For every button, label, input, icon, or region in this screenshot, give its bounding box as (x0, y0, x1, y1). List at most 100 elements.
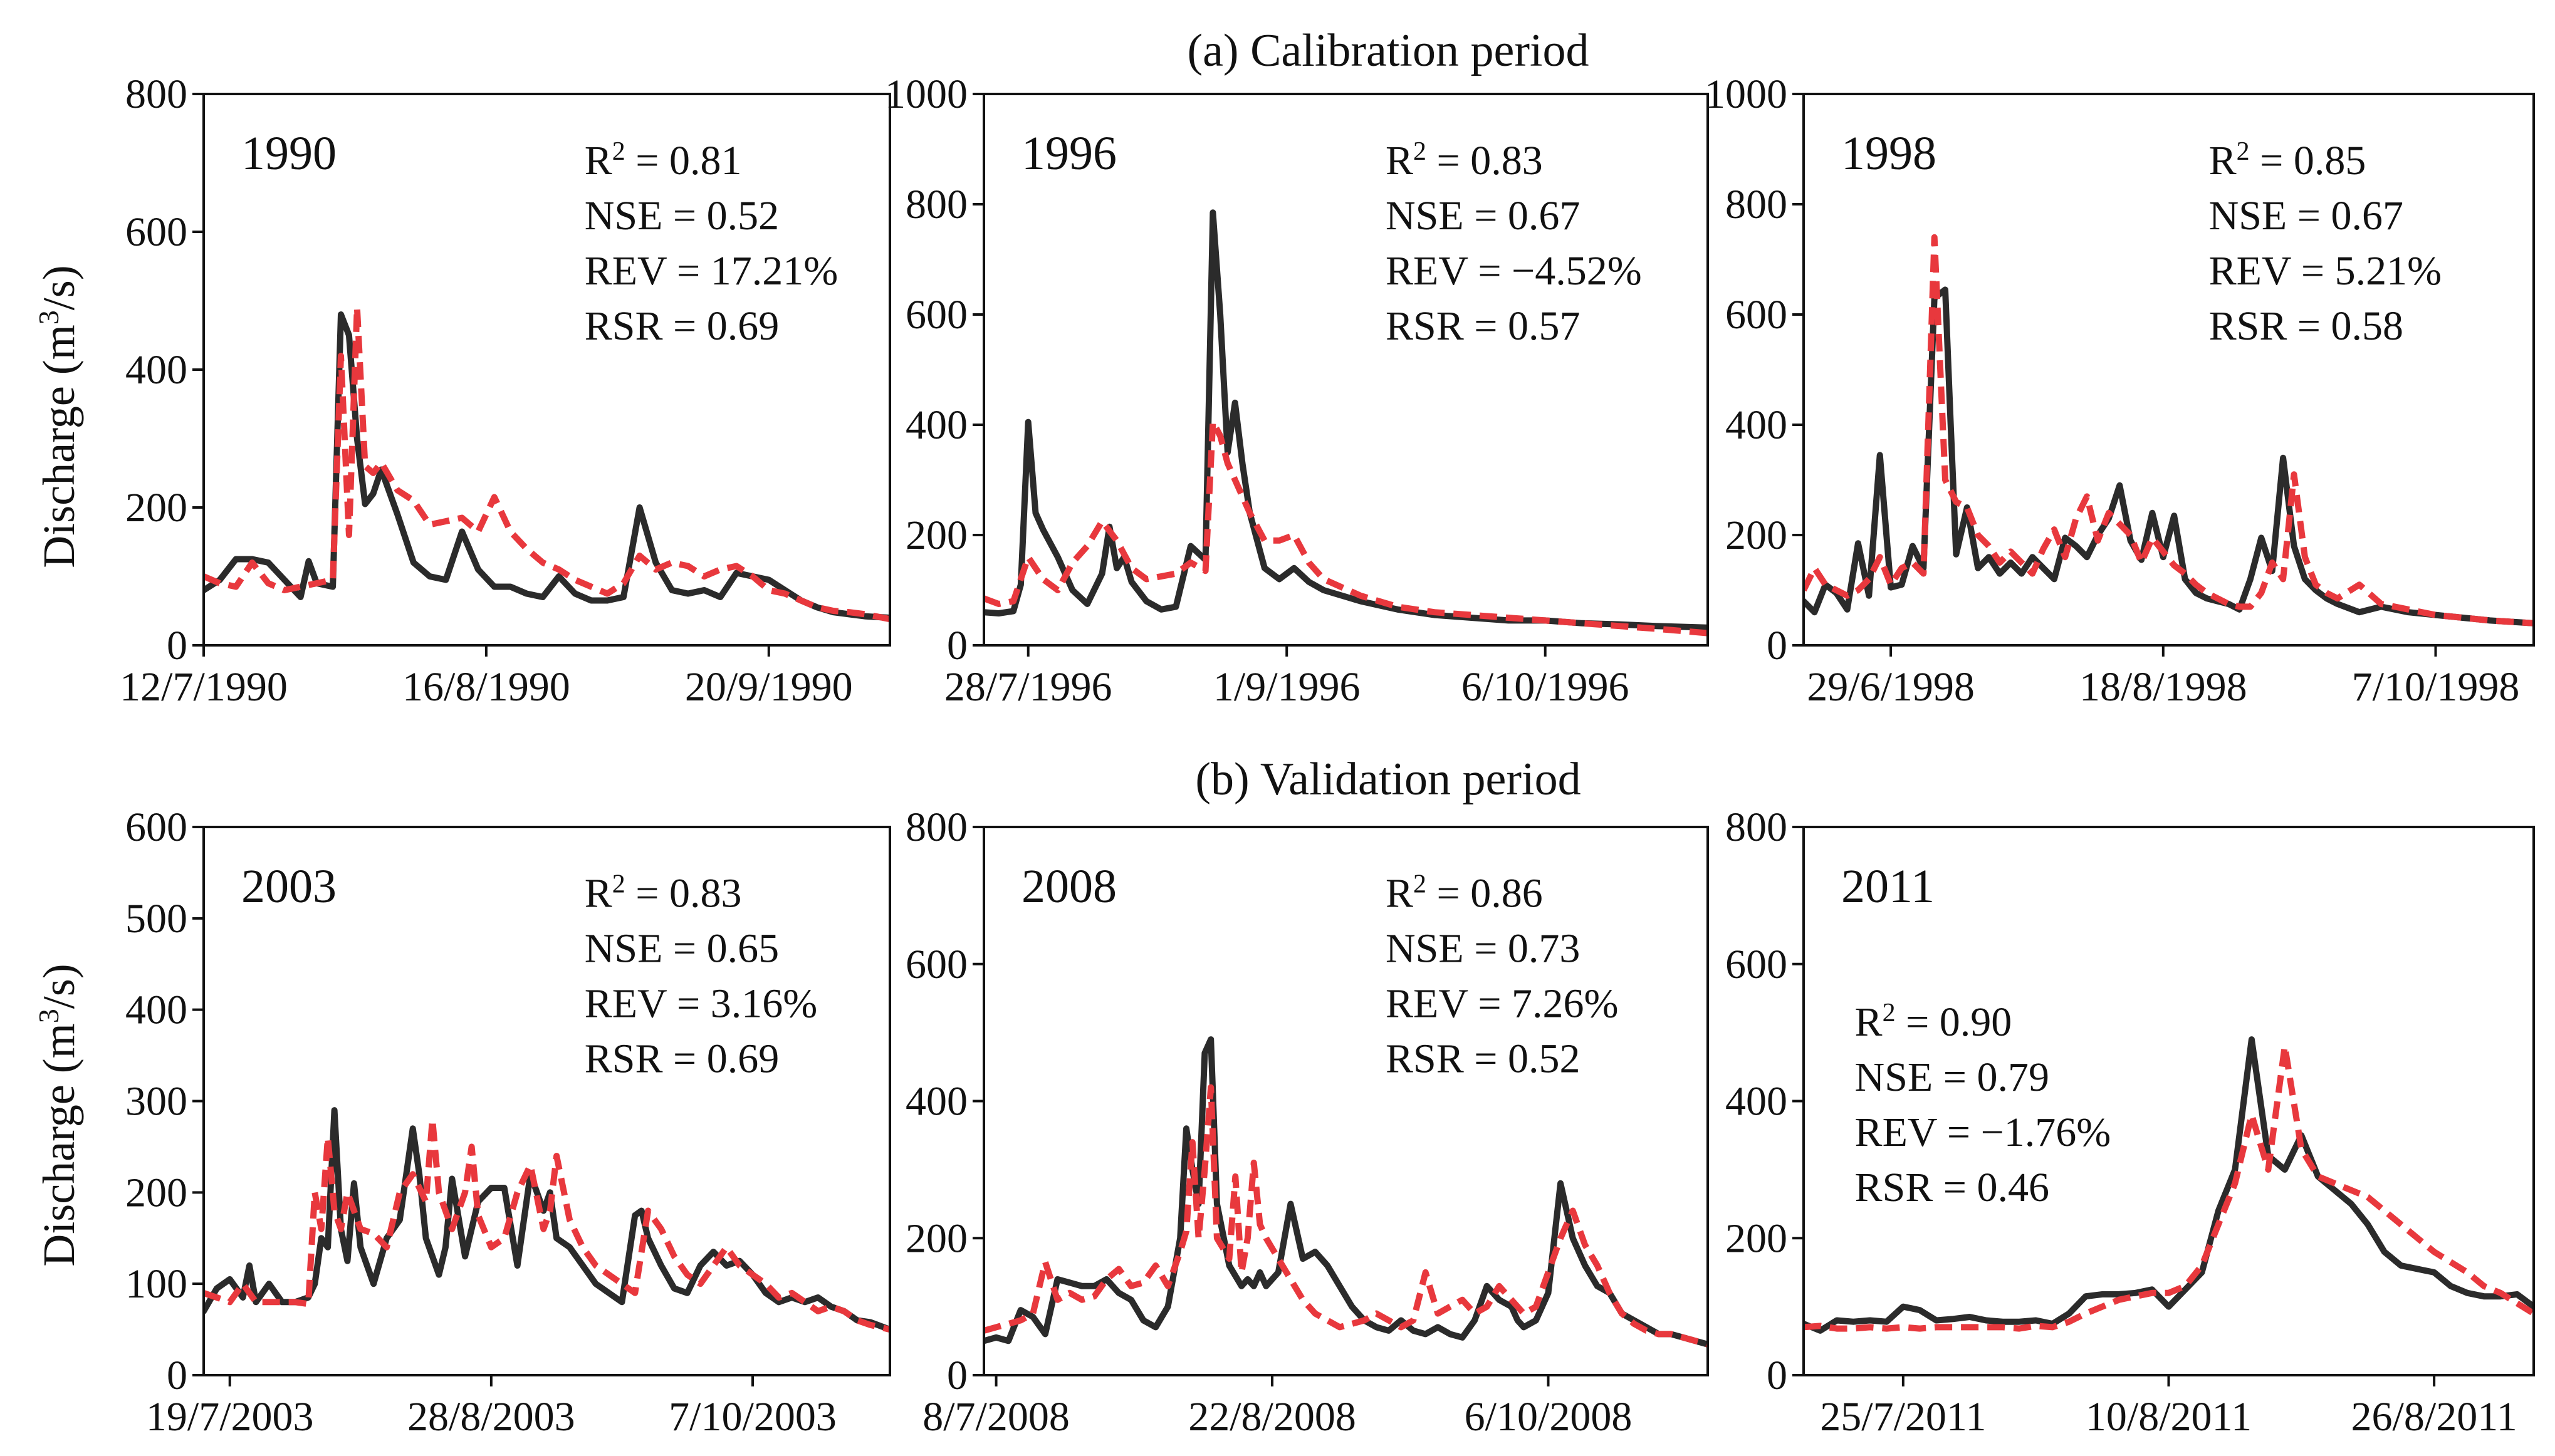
xtick-label-2003-80: 7/10/2003 (669, 1394, 837, 1440)
plot-frame-1996 (983, 93, 1709, 647)
xtick-label-2003-40: 28/8/2003 (407, 1394, 575, 1440)
stat-r2-2003: R2 = 0.83 (585, 870, 742, 917)
ytick-label-1990-600: 600 (125, 209, 187, 255)
simulated-line-2008 (984, 1084, 1708, 1348)
simulated-line-2011 (1804, 1043, 2534, 1332)
ytick-label-1996-600: 600 (906, 292, 968, 338)
stat-rev-1996: REV = −4.52% (1386, 248, 1642, 294)
xtick-label-2011-0: 25/7/2011 (1820, 1394, 1986, 1440)
ytick-label-2011-600: 600 (1725, 942, 1787, 987)
stat-nse-1998: NSE = 0.67 (2209, 193, 2403, 239)
stat-rsr-1998: RSR = 0.58 (2209, 303, 2403, 349)
plot-frame-1998 (1802, 93, 2535, 647)
xtick-label-1990-35: 16/8/1990 (402, 664, 570, 710)
stat-nse-2003: NSE = 0.65 (585, 926, 779, 972)
xtick-label-2008-45: 22/8/2008 (1188, 1394, 1356, 1440)
year-label-2011: 2011 (1841, 860, 1935, 913)
ytick-label-1998-1000: 1000 (1705, 71, 1787, 117)
stat-nse-2011: NSE = 0.79 (1855, 1054, 2049, 1100)
stat-rev-1998: REV = 5.21% (2209, 248, 2442, 294)
xtick-label-2011-32: 26/8/2011 (2351, 1394, 2517, 1440)
year-label-2003: 2003 (241, 860, 337, 913)
stat-rev-1990: REV = 17.21% (585, 248, 839, 294)
observed-line-2011 (1804, 1036, 2534, 1334)
ytick-label-1990-0: 0 (167, 623, 187, 668)
xtick-label-1998-0: 29/6/1998 (1807, 664, 1975, 710)
stat-rev-2008: REV = 7.26% (1386, 981, 1619, 1027)
observed-line-1998 (1804, 286, 2534, 627)
simulated-line-1996 (984, 419, 1708, 637)
ytick-label-1990-200: 200 (125, 485, 187, 531)
ytick-label-1996-800: 800 (906, 182, 968, 227)
ytick-label-2011-0: 0 (1767, 1353, 1787, 1398)
year-label-2008: 2008 (1021, 860, 1117, 913)
ytick-label-1990-800: 800 (125, 71, 187, 117)
ytick-label-1998-800: 800 (1725, 182, 1787, 227)
stat-nse-1990: NSE = 0.52 (585, 193, 779, 239)
panel-2003: 0 100 200 300 400 500 600 19/7/2003 28/8/2003 7/1… (125, 804, 891, 1440)
validation-section-title: (b) Validation period (1195, 754, 1581, 805)
ytick-label-2003-100: 100 (125, 1261, 187, 1307)
observed-line-2008 (984, 1036, 1708, 1348)
stat-rev-2003: REV = 3.16% (585, 981, 818, 1027)
stat-r2-2008: R2 = 0.86 (1386, 870, 1543, 917)
ytick-label-2003-200: 200 (125, 1170, 187, 1215)
xtick-label-2008-0: 8/7/2008 (922, 1394, 1070, 1440)
year-label-1996: 1996 (1021, 127, 1117, 180)
panel-1996: 0 200 400 600 800 1000 28/7/1996 1/9/1996 6/10/1… (885, 71, 1709, 710)
stat-rev-2011: REV = −1.76% (1855, 1110, 2111, 1155)
ytick-label-2011-400: 400 (1725, 1079, 1787, 1125)
stat-r2-1996: R2 = 0.83 (1386, 137, 1543, 184)
stat-rsr-2011: RSR = 0.46 (1855, 1165, 2049, 1210)
stat-nse-2008: NSE = 0.73 (1386, 926, 1580, 972)
ytick-label-2008-200: 200 (906, 1215, 968, 1261)
xtick-label-1996-35: 1/9/1996 (1213, 664, 1361, 710)
stat-rsr-2008: RSR = 0.52 (1386, 1036, 1580, 1082)
xtick-label-2003-0: 19/7/2003 (146, 1394, 314, 1440)
panel-2008: 0 200 400 600 800 8/7/2008 22/8/2008 6/10/2008 2… (906, 804, 1709, 1440)
xtick-label-2008-90: 6/10/2008 (1465, 1394, 1633, 1440)
ytick-label-1996-200: 200 (906, 512, 968, 558)
calibration-section-title: (a) Calibration period (1187, 25, 1589, 76)
ytick-label-1998-400: 400 (1725, 402, 1787, 448)
ytick-label-2011-800: 800 (1725, 804, 1787, 850)
ytick-label-1996-0: 0 (947, 623, 968, 668)
ytick-label-2003-600: 600 (125, 804, 187, 850)
ytick-label-1996-1000: 1000 (885, 71, 968, 117)
ytick-label-2003-400: 400 (125, 987, 187, 1033)
observed-line-1990 (204, 311, 890, 621)
xtick-label-1998-100: 7/10/1998 (2352, 664, 2520, 710)
ytick-label-2008-0: 0 (947, 1353, 968, 1398)
stat-r2-1990: R2 = 0.81 (585, 137, 742, 184)
simulated-line-2003 (204, 1116, 890, 1333)
ytick-label-2003-500: 500 (125, 896, 187, 942)
observed-line-1996 (984, 209, 1708, 631)
year-label-1990: 1990 (241, 127, 337, 180)
stat-r2-2011: R2 = 0.90 (1855, 999, 2012, 1045)
ytick-label-2003-0: 0 (167, 1353, 187, 1398)
panel-1990: 0 200 400 600 800 12/7/1990 16/8/1990 20/9/1990… (120, 71, 891, 710)
ytick-label-2011-200: 200 (1725, 1215, 1787, 1261)
stat-rsr-1996: RSR = 0.57 (1386, 303, 1580, 349)
stat-r2-1998: R2 = 0.85 (2209, 137, 2366, 184)
ylabel-validation: Discharge (m3/s) (33, 964, 85, 1267)
stat-rsr-2003: RSR = 0.69 (585, 1036, 779, 1082)
ytick-label-1998-600: 600 (1725, 292, 1787, 338)
ytick-label-2003-300: 300 (125, 1079, 187, 1125)
xtick-label-1990-0: 12/7/1990 (120, 664, 288, 710)
simulated-line-1998 (1804, 234, 2534, 627)
panel-1998: 0 200 400 600 800 1000 29/6/1998 18/8/1998 7/10/… (1705, 71, 2535, 710)
simulated-line-1990 (204, 304, 890, 623)
ytick-label-1996-400: 400 (906, 402, 968, 448)
xtick-label-1996-70: 6/10/1996 (1461, 664, 1629, 710)
panel-2011: 0 200 400 600 800 25/7/2011 10/8/2011 26/8/2011… (1725, 804, 2535, 1440)
ytick-label-2008-400: 400 (906, 1079, 968, 1125)
ytick-label-1990-400: 400 (125, 347, 187, 393)
ylabel-calibration: Discharge (m3/s) (33, 265, 85, 568)
ytick-label-2008-600: 600 (906, 942, 968, 987)
year-label-1998: 1998 (1841, 127, 1936, 180)
stat-rsr-1990: RSR = 0.69 (585, 303, 779, 349)
xtick-label-1990-70: 20/9/1990 (685, 664, 853, 710)
xtick-label-2011-16: 10/8/2011 (2086, 1394, 2252, 1440)
